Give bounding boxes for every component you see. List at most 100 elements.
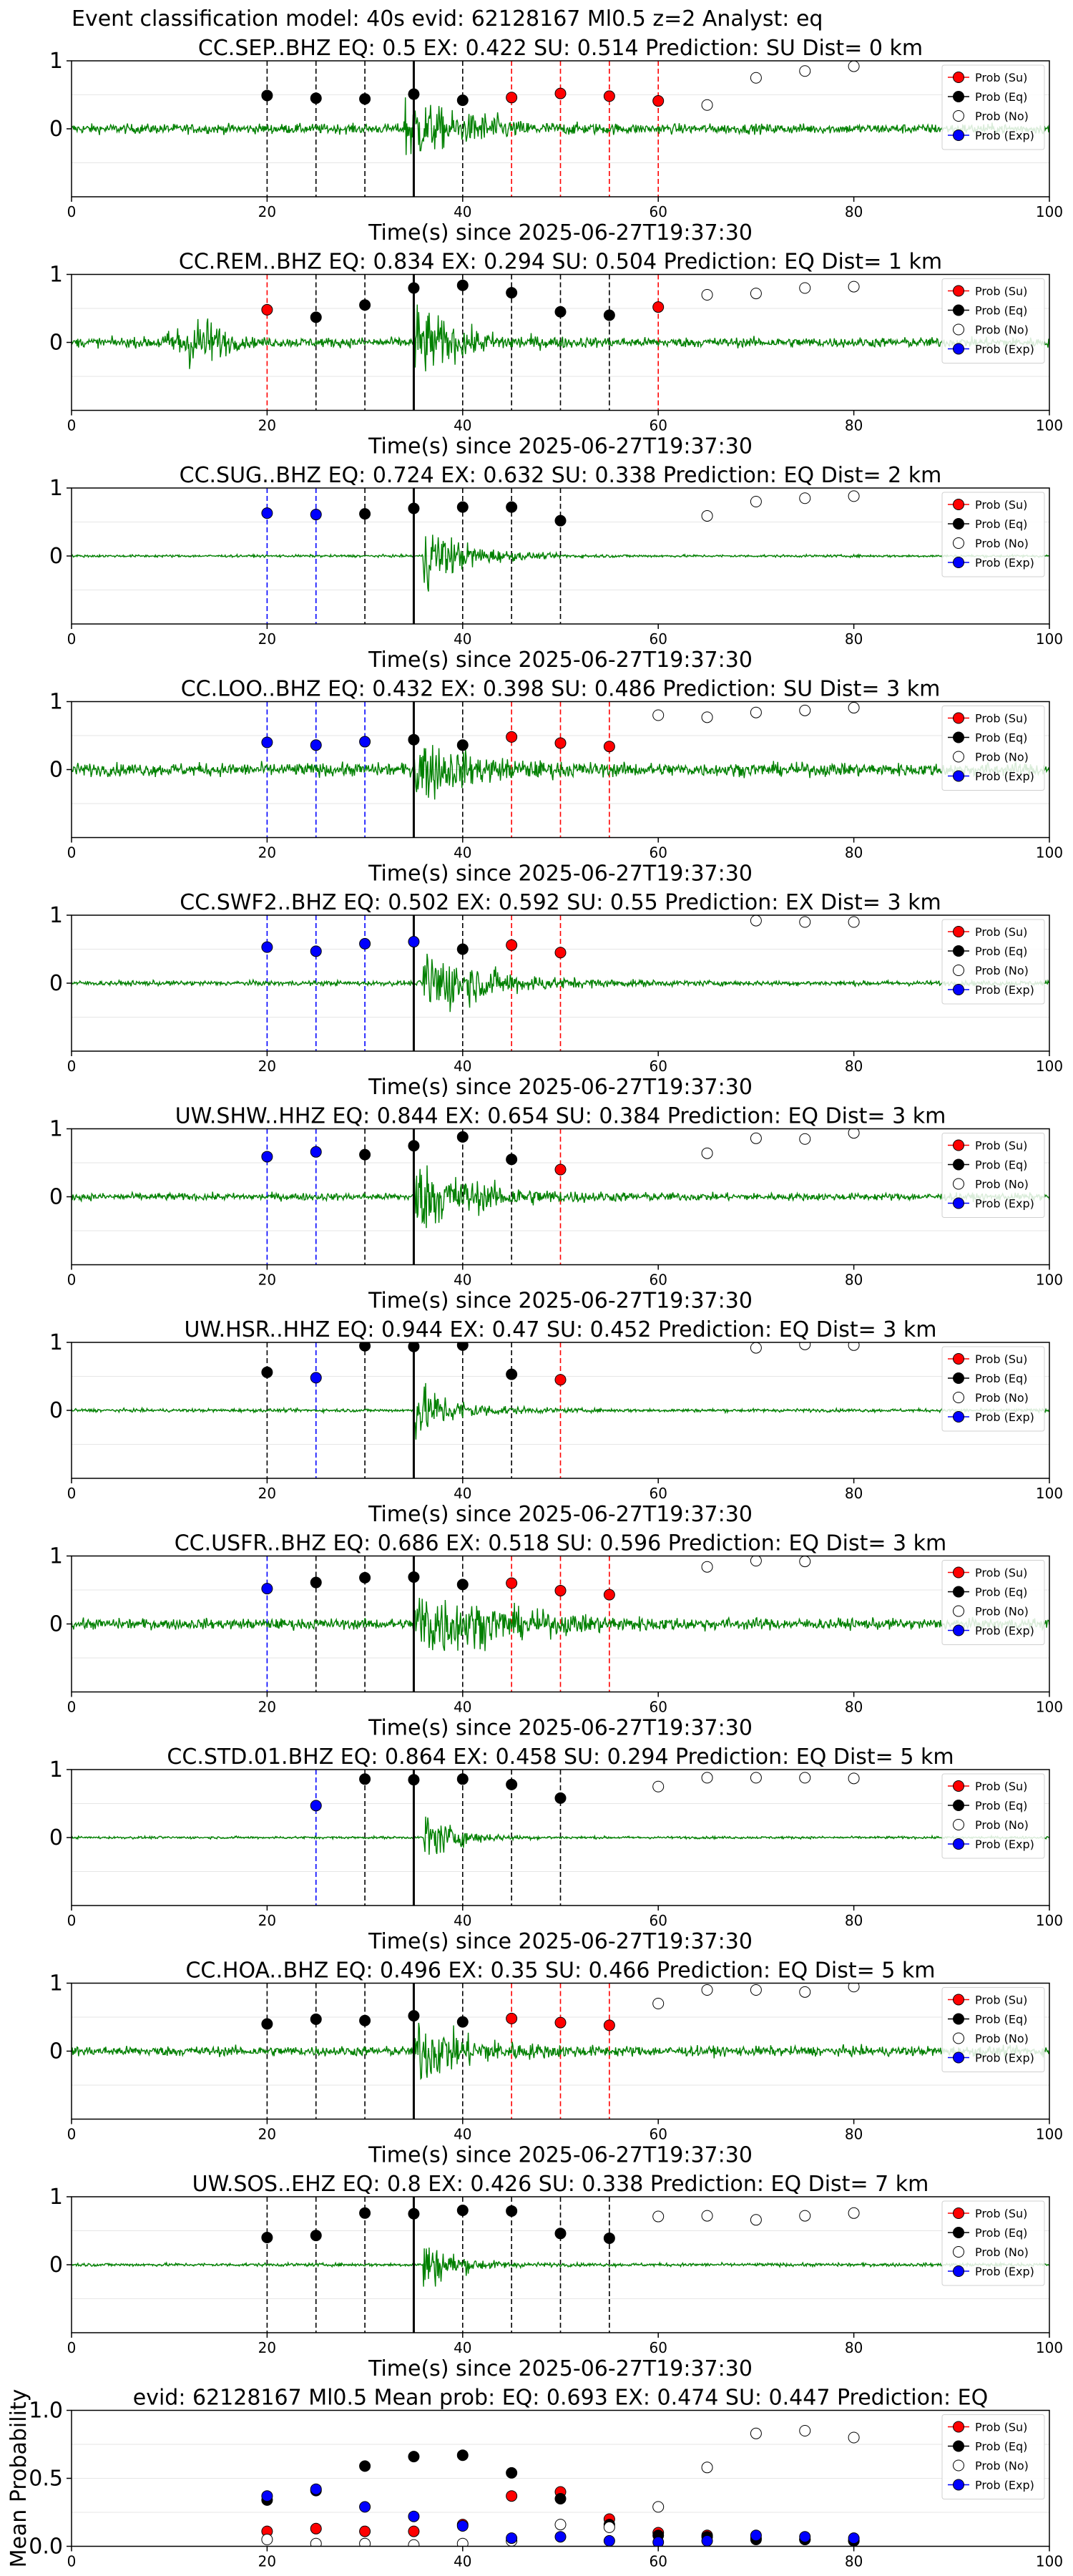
prob-point-su [554,737,567,749]
legend-label-su: Prob (Su) [975,285,1027,298]
mean-point-exp [603,2534,615,2547]
prob-point-no [848,490,860,502]
prob-point-no [750,2214,762,2226]
prob-point-no [799,2210,811,2222]
x-tick-label: 80 [845,844,863,862]
legend-label-exp: Prob (Exp) [975,2051,1034,2065]
plot-area [72,2197,1049,2333]
x-tick-label: 0 [67,1485,77,1502]
legend-marker-su [953,1994,964,2006]
prob-point-eq [408,1342,420,1352]
x-tick-label: 20 [258,1272,276,1289]
prob-point-su [506,2012,518,2024]
x-tick-label: 0 [67,1058,77,1075]
x-axis-label: Time(s) since 2025-06-27T19:37:30 [368,862,753,887]
y-tick-label: 0 [49,1185,63,1210]
legend-label-no: Prob (No) [975,751,1029,764]
legend-marker-no [953,1819,964,1830]
prob-point-no [799,1556,811,1568]
legend-frame [941,2200,1045,2286]
x-tick-label: 100 [1036,417,1063,434]
waveform-trace [72,953,1049,1013]
mean-point-su [359,2525,371,2537]
x-tick-label: 100 [1036,2339,1063,2356]
prob-point-eq [408,88,420,100]
legend-label-su: Prob (Su) [975,925,1027,939]
prob-point-eq [359,2207,371,2219]
legend-marker-eq [953,2227,964,2238]
legend-frame [941,492,1045,577]
prob-point-exp [310,739,322,751]
legend-marker-eq [953,1372,964,1384]
panel-8: CC.STD.01.BHZ EQ: 0.864 EX: 0.458 SU: 0.… [49,1745,1063,1954]
y-tick-label: 1 [49,1971,63,1996]
legend-marker-exp [953,343,964,355]
waveform-trace [72,97,1049,155]
prob-point-eq [359,1342,371,1352]
x-tick-label: 40 [454,2339,471,2356]
legend-marker-eq [953,2013,964,2025]
x-axis-label: Time(s) since 2025-06-27T19:37:30 [368,220,753,245]
legend-label-su: Prob (Su) [975,1352,1027,1366]
x-tick-label: 100 [1036,1699,1063,1716]
legend-label-eq: Prob (Eq) [975,90,1027,104]
legend: Prob (Su) Prob (Eq) Prob (No) Prob (Exp) [941,706,1045,791]
prob-point-no [701,99,713,111]
prob-point-su [554,2016,567,2029]
legend-marker-eq [953,518,964,530]
mean-point-eq [554,2493,567,2504]
x-tick-label: 20 [258,417,276,434]
mean-point-exp [261,2490,273,2502]
legend-label-no: Prob (No) [975,537,1029,550]
prob-point-su [554,1584,567,1596]
prob-point-su [261,303,273,316]
prob-point-no [701,2210,713,2222]
panel-title: CC.STD.01.BHZ EQ: 0.864 EX: 0.458 SU: 0.… [167,1745,954,1770]
legend-label-exp: Prob (Exp) [975,556,1034,570]
x-tick-label: 40 [454,203,471,220]
panel-3: CC.LOO..BHZ EQ: 0.432 EX: 0.398 SU: 0.48… [49,677,1063,887]
mean-point-exp [848,2532,860,2545]
legend-label-exp: Prob (Exp) [975,129,1034,142]
y-tick-label: 1 [49,690,63,715]
prob-point-eq [456,1131,469,1143]
prob-point-su [554,1163,567,1176]
prob-point-eq [603,2232,615,2244]
legend-label-eq: Prob (Eq) [975,2440,1027,2454]
legend-marker-su [953,2207,964,2219]
panel-title: UW.SOS..EHZ EQ: 0.8 EX: 0.426 SU: 0.338 … [192,2172,929,2197]
legend-label-eq: Prob (Eq) [975,1158,1027,1172]
mean-point-no [359,2537,371,2547]
mean-point-exp [456,2520,469,2532]
panel-5: UW.SHW..HHZ EQ: 0.844 EX: 0.654 SU: 0.38… [49,1104,1063,1314]
prob-point-no [848,1983,860,1993]
prob-point-eq [554,2228,567,2240]
prob-point-exp [310,945,322,957]
prob-point-eq [408,502,420,514]
x-tick-label: 0 [67,2553,77,2570]
legend-label-su: Prob (Su) [975,2421,1027,2434]
x-tick-label: 60 [649,630,667,648]
figure-title: Event classification model: 40s evid: 62… [72,6,823,31]
mean-point-eq [506,2467,518,2479]
y-tick-label: 0 [49,544,63,569]
legend-label-no: Prob (No) [975,323,1029,337]
legend-marker-eq [953,731,964,743]
prob-point-su [506,939,518,951]
prob-point-no [652,2210,665,2223]
plot-area [72,1983,1049,2119]
prob-point-no [750,1984,762,1996]
legend-marker-exp [953,2265,964,2277]
prob-point-no [750,1556,762,1567]
prob-point-no [701,289,713,301]
legend-marker-no [953,323,964,336]
legend-label-eq: Prob (Eq) [975,2226,1027,2240]
prob-point-exp [359,736,371,748]
prob-point-eq [310,311,322,323]
legend: Prob (Su) Prob (Eq) Prob (No) Prob (Exp) [941,278,1045,364]
plot-area [72,701,1049,838]
x-tick-label: 100 [1036,1272,1063,1289]
legend-label-eq: Prob (Eq) [975,731,1027,745]
prob-point-eq [506,1153,518,1166]
prob-point-eq [359,299,371,311]
